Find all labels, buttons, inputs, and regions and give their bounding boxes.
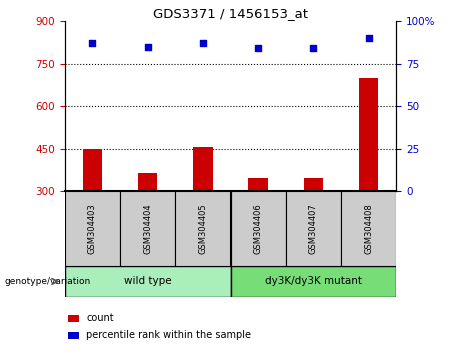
Bar [83,149,102,191]
Bar [304,178,323,191]
Point [365,35,372,41]
Bar [193,147,213,191]
Point [144,44,151,50]
Text: percentile rank within the sample: percentile rank within the sample [86,330,251,341]
Text: GSM304405: GSM304405 [198,203,207,254]
Bar [120,191,175,266]
Text: GSM304404: GSM304404 [143,203,152,254]
Text: genotype/variation: genotype/variation [5,277,91,286]
Point [310,46,317,51]
Bar [341,191,396,266]
Bar [65,266,230,297]
Point [89,40,96,46]
Bar [68,332,79,339]
Bar [175,191,230,266]
Text: GSM304408: GSM304408 [364,203,373,254]
Bar [248,178,268,191]
Bar [68,315,79,322]
Text: wild type: wild type [124,276,171,286]
Bar [138,173,157,191]
Text: dy3K/dy3K mutant: dy3K/dy3K mutant [265,276,362,286]
Point [254,46,262,51]
Text: GSM304403: GSM304403 [88,203,97,254]
Bar [359,78,378,191]
Text: GSM304406: GSM304406 [254,203,263,254]
Bar [230,266,396,297]
Text: count: count [86,313,114,324]
Text: GSM304407: GSM304407 [309,203,318,254]
Bar [230,191,286,266]
Bar [286,191,341,266]
Bar [65,191,120,266]
Point [199,40,207,46]
Title: GDS3371 / 1456153_at: GDS3371 / 1456153_at [153,7,308,20]
